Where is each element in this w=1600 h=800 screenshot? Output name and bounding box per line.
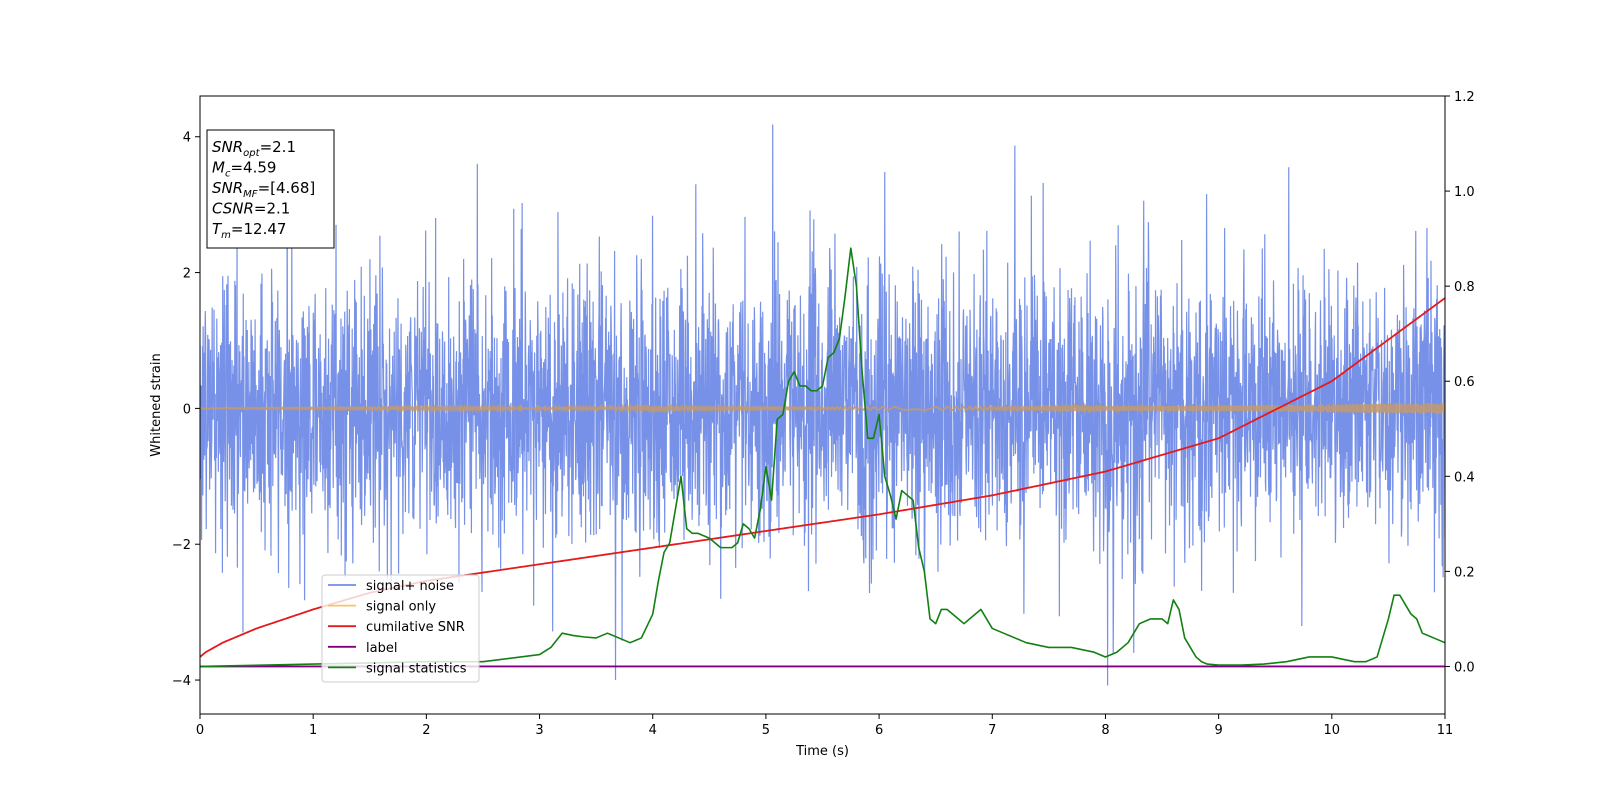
- x-tick-label: 0: [196, 723, 204, 738]
- y-left-tick-label: 0: [183, 402, 191, 417]
- x-tick-label: 6: [875, 723, 883, 738]
- legend: signal+ noise signal only cumilative SNR la…: [321, 574, 480, 683]
- legend-entry: cumilative SNR: [366, 620, 465, 635]
- annotation-line: CSNR=2.1: [212, 200, 290, 218]
- x-tick-label: 1: [309, 723, 317, 738]
- x-tick-label: 11: [1437, 723, 1454, 738]
- legend-frame: [321, 574, 480, 683]
- x-tick-label: 5: [762, 723, 770, 738]
- y-left-tick-label: −4: [172, 674, 191, 689]
- series-signal-statistics-line: [200, 247, 1445, 668]
- y-left-tick-label: 2: [183, 267, 191, 282]
- y-axis-label: Whitened strain: [149, 353, 164, 456]
- x-axis-label: Time (s): [795, 744, 849, 759]
- y-axis-left: −4 −2 0 2 4: [172, 131, 200, 689]
- y-left-tick-label: 4: [183, 131, 191, 146]
- y-axis-right: 0.0 0.2 0.4 0.6 0.8 1.0 1.2: [1445, 90, 1475, 675]
- series-signal-noise-line: [200, 124, 1445, 686]
- x-tick-label: 9: [1214, 723, 1222, 738]
- plot-frame: [199, 95, 1446, 715]
- y-right-tick-label: 0.0: [1454, 660, 1475, 675]
- legend-entry: signal only: [366, 600, 436, 615]
- y-right-tick-label: 0.6: [1454, 375, 1475, 390]
- y-left-tick-label: −2: [172, 538, 191, 553]
- legend-entry: label: [366, 641, 397, 656]
- x-axis: 0 1 2 3 4 5 6 7 8 9 10 11: [196, 714, 1453, 738]
- annotation-frame: [206, 129, 335, 249]
- y-right-tick-label: 0.2: [1454, 565, 1475, 580]
- legend-entry: signal+ noise: [366, 579, 454, 594]
- x-tick-label: 3: [535, 723, 543, 738]
- series-signal-only-line: [200, 402, 1445, 415]
- legend-entry: signal statistics: [366, 661, 467, 676]
- annotation-line: Mc=4.59: [212, 159, 276, 180]
- x-tick-label: 10: [1324, 723, 1341, 738]
- y-right-tick-label: 0.4: [1454, 470, 1475, 485]
- y-right-tick-label: 1.0: [1454, 185, 1475, 200]
- annotation-line: SNRopt=2.1: [212, 138, 296, 159]
- y-right-tick-label: 1.2: [1454, 90, 1475, 105]
- x-tick-label: 4: [649, 723, 657, 738]
- y-right-tick-label: 0.8: [1454, 280, 1475, 295]
- x-tick-label: 8: [1101, 723, 1109, 738]
- x-tick-label: 2: [422, 723, 430, 738]
- x-tick-label: 7: [988, 723, 996, 738]
- annotation-line: SNRMF=[4.68]: [212, 179, 315, 200]
- annotation-line: Tm=12.47: [212, 220, 286, 241]
